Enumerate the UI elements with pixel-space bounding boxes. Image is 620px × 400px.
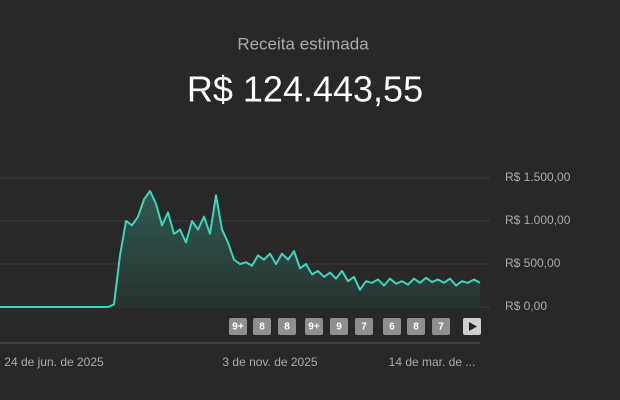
badge-label: 7	[361, 322, 367, 333]
metric-title: Receita estimada	[237, 34, 369, 53]
badge-label: 9+	[308, 322, 320, 333]
x-tick-label: 24 de jun. de 2025	[4, 355, 104, 369]
x-tick-label: 3 de nov. de 2025	[222, 355, 318, 369]
y-tick-label: R$ 500,00	[505, 256, 561, 270]
badge-label: 7	[438, 322, 444, 333]
badge[interactable]	[278, 318, 296, 335]
area	[0, 190, 480, 307]
badge-label: 9	[336, 322, 342, 333]
badge[interactable]	[330, 318, 348, 335]
line	[0, 189, 481, 308]
badge[interactable]	[253, 318, 271, 335]
badge-label: 8	[284, 322, 290, 333]
y-tick-label: R$ 1.000,00	[505, 213, 571, 227]
badge[interactable]	[305, 318, 323, 335]
badge-label: 8	[413, 322, 419, 333]
badge[interactable]	[355, 318, 373, 335]
badge[interactable]	[407, 318, 425, 335]
badge[interactable]	[432, 318, 450, 335]
play-icon	[469, 322, 477, 331]
y-tick-label: R$ 1.500,00	[505, 170, 571, 184]
x-tick-label: 14 de mar. de ...	[389, 355, 476, 369]
badges: 9+ 8 8 9+ 9 7 6 8 7	[229, 318, 450, 335]
badge[interactable]	[229, 318, 247, 335]
badge[interactable]	[383, 318, 401, 335]
metric-total: R$ 124.443,55	[187, 69, 423, 110]
badge-label: 8	[259, 322, 265, 333]
y-tick-label: R$ 0,00	[505, 299, 547, 313]
badge-label: 9+	[232, 322, 244, 333]
badge-label: 6	[389, 322, 395, 333]
